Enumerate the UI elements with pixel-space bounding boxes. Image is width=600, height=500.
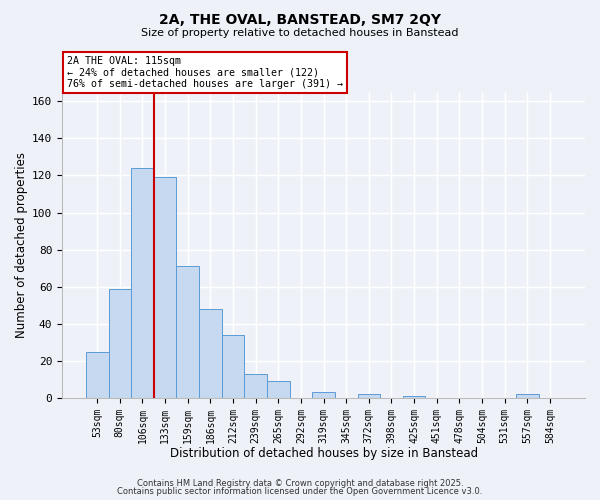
Bar [312,392,335,398]
Y-axis label: Number of detached properties: Number of detached properties [15,152,28,338]
Bar [131,168,154,398]
Text: Contains HM Land Registry data © Crown copyright and database right 2025.: Contains HM Land Registry data © Crown c… [137,478,463,488]
Bar [86,352,109,398]
Bar [516,394,539,398]
Bar [267,381,290,398]
Bar [109,288,131,398]
Bar [176,266,199,398]
Bar [199,309,222,398]
Text: 2A THE OVAL: 115sqm
← 24% of detached houses are smaller (122)
76% of semi-detac: 2A THE OVAL: 115sqm ← 24% of detached ho… [67,56,343,89]
Text: Contains public sector information licensed under the Open Government Licence v3: Contains public sector information licen… [118,487,482,496]
Bar [244,374,267,398]
X-axis label: Distribution of detached houses by size in Banstead: Distribution of detached houses by size … [170,447,478,460]
Bar [358,394,380,398]
Text: 2A, THE OVAL, BANSTEAD, SM7 2QY: 2A, THE OVAL, BANSTEAD, SM7 2QY [159,12,441,26]
Bar [222,335,244,398]
Bar [154,178,176,398]
Bar [403,396,425,398]
Text: Size of property relative to detached houses in Banstead: Size of property relative to detached ho… [141,28,459,38]
